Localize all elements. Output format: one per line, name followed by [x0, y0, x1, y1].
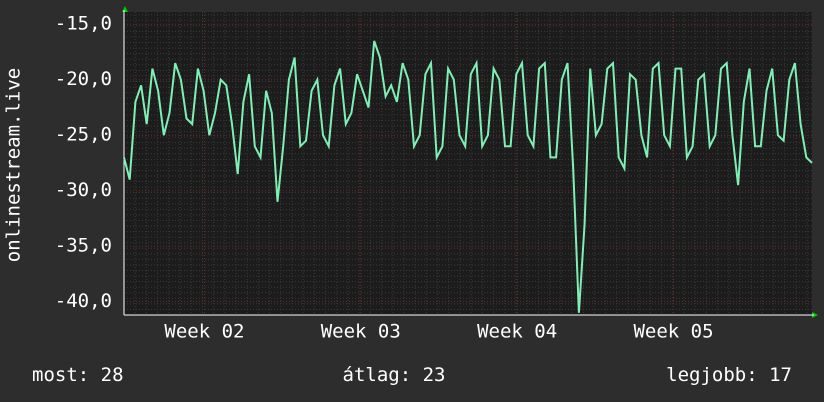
- stat-label: átlag:: [343, 364, 412, 386]
- axis-arrow: [812, 312, 818, 318]
- stat: most: 28: [32, 364, 124, 386]
- y-axis-label: onlinestream.live: [3, 68, 25, 262]
- x-tick-label: Week 03: [321, 321, 401, 343]
- x-tick-label: Week 05: [633, 321, 713, 343]
- stat-value: 23: [423, 364, 446, 386]
- y-tick-label: -20,0: [55, 68, 112, 90]
- y-tick-label: -30,0: [55, 179, 112, 201]
- y-tick-label: -35,0: [55, 235, 112, 257]
- plot-area: [124, 12, 812, 315]
- stat: átlag: 23: [343, 364, 446, 386]
- stat-label: legjobb:: [666, 364, 758, 386]
- y-tick-label: -25,0: [55, 124, 112, 146]
- stat-value: 28: [101, 364, 124, 386]
- data-line: [123, 40, 813, 313]
- stat: legjobb: 17: [666, 364, 792, 386]
- x-tick-label: Week 02: [164, 321, 244, 343]
- x-tick-label: Week 04: [477, 321, 557, 343]
- y-tick-label: -40,0: [55, 290, 112, 312]
- y-tick-label: -15,0: [55, 13, 112, 35]
- stat-label: most:: [32, 364, 89, 386]
- stat-value: 17: [769, 364, 792, 386]
